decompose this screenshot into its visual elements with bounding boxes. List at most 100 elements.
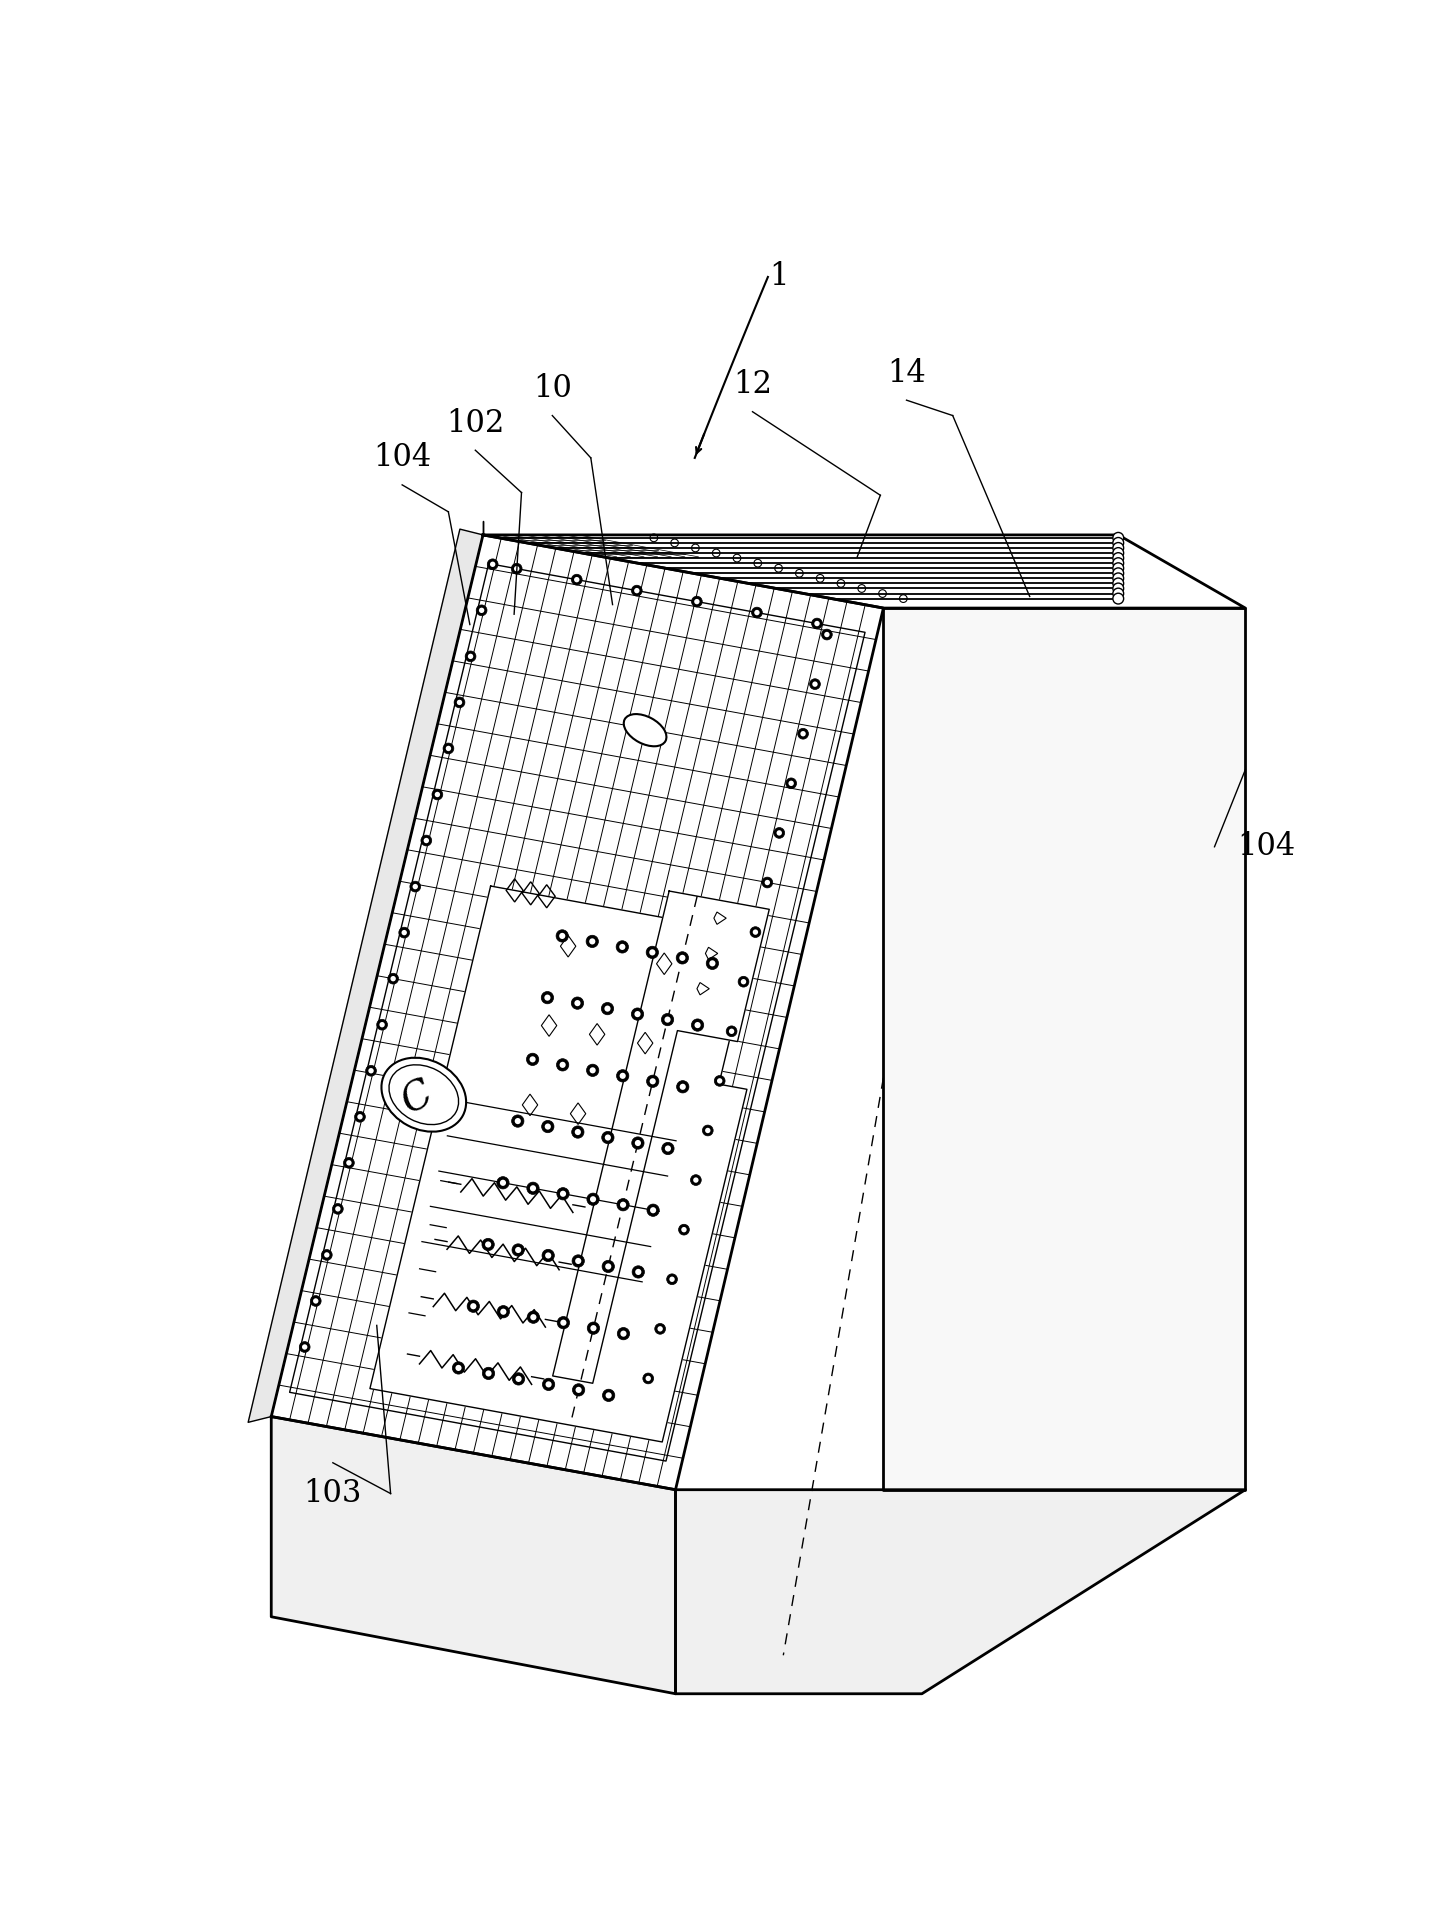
Circle shape: [321, 1250, 332, 1260]
Circle shape: [649, 950, 655, 956]
Circle shape: [679, 1085, 686, 1090]
Circle shape: [1113, 567, 1123, 579]
Circle shape: [1113, 588, 1123, 598]
Text: 102: 102: [446, 408, 504, 438]
Circle shape: [762, 877, 772, 888]
Circle shape: [635, 1011, 641, 1017]
Circle shape: [457, 700, 463, 706]
Circle shape: [774, 827, 785, 838]
Circle shape: [542, 1250, 555, 1261]
Circle shape: [526, 1054, 539, 1065]
Circle shape: [454, 696, 464, 708]
Circle shape: [676, 1081, 689, 1092]
Circle shape: [662, 1142, 674, 1154]
Circle shape: [421, 835, 431, 846]
Circle shape: [586, 1063, 599, 1077]
Circle shape: [388, 973, 398, 985]
Circle shape: [635, 588, 639, 594]
Circle shape: [514, 1117, 520, 1125]
Circle shape: [616, 1069, 629, 1083]
Circle shape: [1113, 573, 1123, 585]
Circle shape: [572, 1385, 585, 1396]
Circle shape: [484, 1242, 492, 1248]
Circle shape: [729, 1029, 734, 1035]
Circle shape: [741, 979, 747, 985]
Circle shape: [632, 1265, 645, 1279]
Circle shape: [1113, 548, 1123, 558]
Ellipse shape: [623, 713, 666, 746]
Circle shape: [589, 1067, 596, 1073]
Circle shape: [602, 1002, 613, 1015]
Circle shape: [705, 1127, 711, 1133]
Circle shape: [466, 652, 476, 662]
Circle shape: [1113, 563, 1123, 573]
Circle shape: [299, 1342, 310, 1352]
Circle shape: [714, 1075, 725, 1086]
Circle shape: [694, 1177, 698, 1183]
Circle shape: [590, 1325, 596, 1331]
Circle shape: [695, 1021, 701, 1029]
Circle shape: [365, 1065, 377, 1077]
Circle shape: [575, 577, 579, 583]
Circle shape: [545, 1123, 550, 1129]
Circle shape: [590, 1196, 596, 1202]
Circle shape: [530, 1313, 536, 1321]
Circle shape: [632, 585, 642, 596]
Circle shape: [500, 1179, 506, 1186]
Circle shape: [692, 596, 702, 608]
Circle shape: [1113, 533, 1123, 542]
Circle shape: [814, 621, 820, 627]
Circle shape: [811, 617, 823, 629]
Circle shape: [545, 1252, 552, 1258]
Circle shape: [324, 1252, 330, 1258]
Circle shape: [1113, 538, 1123, 548]
Circle shape: [312, 1298, 318, 1304]
Circle shape: [490, 562, 496, 567]
Circle shape: [512, 1115, 524, 1127]
Text: 1: 1: [770, 262, 790, 292]
Circle shape: [456, 1365, 461, 1371]
Circle shape: [576, 1386, 582, 1392]
Circle shape: [476, 606, 487, 615]
Circle shape: [500, 1310, 506, 1315]
Circle shape: [302, 1344, 308, 1350]
Circle shape: [821, 629, 833, 640]
Circle shape: [344, 1158, 354, 1167]
Circle shape: [620, 1331, 626, 1336]
Text: C: C: [396, 1075, 440, 1121]
Circle shape: [512, 563, 522, 575]
Circle shape: [679, 1225, 689, 1235]
Circle shape: [481, 1238, 494, 1250]
Polygon shape: [271, 1417, 675, 1694]
Circle shape: [666, 1273, 678, 1285]
Circle shape: [368, 1067, 374, 1073]
Circle shape: [588, 1321, 599, 1335]
Circle shape: [751, 608, 762, 617]
Circle shape: [467, 654, 473, 660]
Circle shape: [546, 1381, 552, 1388]
Circle shape: [410, 881, 421, 892]
Circle shape: [635, 1140, 641, 1146]
Text: 103: 103: [304, 1479, 363, 1510]
Circle shape: [1113, 583, 1123, 594]
Circle shape: [1113, 592, 1123, 604]
Circle shape: [357, 1113, 363, 1119]
Circle shape: [513, 1373, 524, 1385]
Circle shape: [602, 1131, 613, 1144]
Circle shape: [516, 1375, 522, 1383]
Circle shape: [605, 1263, 612, 1269]
Circle shape: [785, 779, 797, 788]
Circle shape: [470, 1304, 476, 1310]
Circle shape: [602, 1260, 615, 1273]
Circle shape: [662, 1013, 674, 1025]
Circle shape: [479, 608, 484, 613]
Circle shape: [716, 1079, 722, 1083]
Circle shape: [589, 938, 595, 944]
Polygon shape: [483, 535, 1245, 608]
Circle shape: [542, 992, 553, 1004]
Circle shape: [619, 944, 625, 950]
Circle shape: [646, 1075, 659, 1088]
Ellipse shape: [381, 1058, 466, 1133]
Circle shape: [586, 935, 599, 948]
Text: 10: 10: [533, 373, 572, 404]
